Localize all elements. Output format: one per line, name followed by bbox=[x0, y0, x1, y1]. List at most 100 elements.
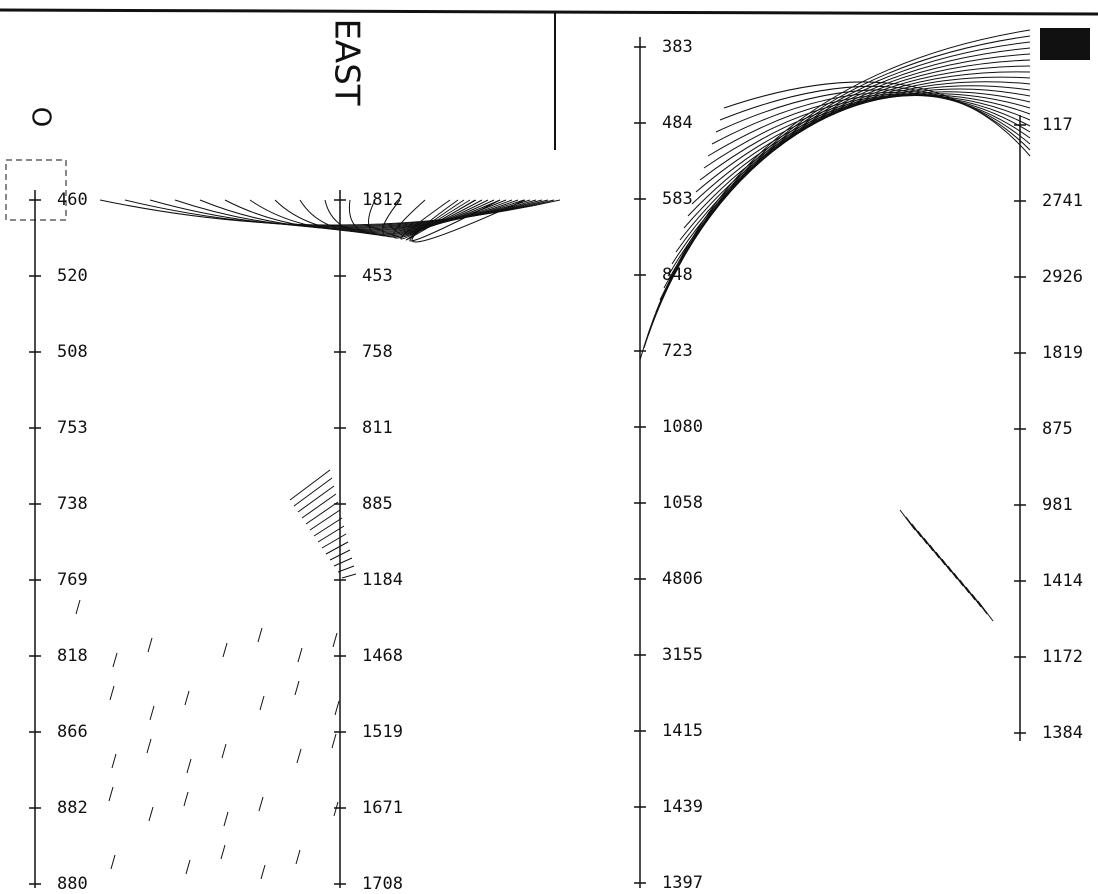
hatch bbox=[309, 509, 341, 531]
stroke bbox=[260, 864, 266, 880]
stroke bbox=[334, 700, 340, 716]
contour bbox=[699, 95, 1031, 181]
stroke bbox=[294, 680, 300, 696]
contour-lines bbox=[75, 29, 1031, 880]
station-label: 875 bbox=[1042, 419, 1073, 439]
hatch bbox=[293, 477, 333, 507]
stroke bbox=[331, 733, 337, 749]
direction-label: EAST bbox=[327, 18, 367, 105]
stroke bbox=[259, 695, 265, 711]
hatch bbox=[333, 557, 353, 567]
hatch bbox=[971, 593, 988, 615]
origin-box bbox=[5, 159, 67, 221]
hatch bbox=[923, 537, 940, 559]
origin-label: O bbox=[26, 107, 56, 127]
hatch bbox=[935, 551, 952, 573]
station-label: 723 bbox=[662, 341, 693, 361]
stroke bbox=[223, 811, 229, 827]
contour bbox=[249, 199, 525, 232]
contour bbox=[409, 199, 501, 242]
stroke bbox=[185, 859, 191, 875]
station-label: 1184 bbox=[362, 570, 403, 590]
station-label: 1708 bbox=[362, 874, 403, 894]
station-label: 1080 bbox=[662, 417, 703, 437]
hatch bbox=[947, 565, 964, 587]
stroke bbox=[296, 748, 302, 764]
stroke bbox=[221, 743, 227, 759]
profiles: 460 520 508 753 738 769 818 866 882 880 1812 453 758… bbox=[29, 37, 1083, 894]
station-label: 1058 bbox=[662, 493, 703, 513]
station-label: 383 bbox=[662, 37, 693, 57]
station-label: 1397 bbox=[662, 873, 703, 893]
contour bbox=[392, 199, 483, 239]
stroke bbox=[184, 690, 190, 706]
hatch bbox=[917, 530, 934, 552]
station-label: 1671 bbox=[362, 798, 403, 818]
station-label: 1414 bbox=[1042, 571, 1083, 591]
hatch bbox=[301, 493, 337, 519]
hatch bbox=[911, 523, 928, 545]
hatch bbox=[289, 469, 331, 501]
contour bbox=[687, 91, 1031, 217]
station-label: 738 bbox=[57, 494, 88, 514]
station-label: 811 bbox=[362, 418, 393, 438]
hatch bbox=[929, 544, 946, 566]
contour bbox=[715, 89, 1031, 145]
station-label: 880 bbox=[57, 874, 88, 894]
stroke bbox=[111, 753, 117, 769]
top-border bbox=[0, 8, 1098, 16]
station-label: 484 bbox=[662, 113, 693, 133]
frame bbox=[0, 8, 1098, 221]
hatch bbox=[959, 579, 976, 601]
station-label: 1468 bbox=[362, 646, 403, 666]
contour bbox=[411, 199, 526, 243]
hatch bbox=[953, 572, 970, 594]
station-label: 1415 bbox=[662, 721, 703, 741]
contour bbox=[368, 199, 495, 237]
station-label: 520 bbox=[57, 266, 88, 286]
station-label: 1439 bbox=[662, 797, 703, 817]
hatch bbox=[905, 516, 922, 538]
hatch bbox=[313, 517, 343, 537]
stroke bbox=[149, 705, 155, 721]
stroke bbox=[147, 637, 153, 653]
stroke bbox=[222, 642, 228, 658]
station-label: 508 bbox=[57, 342, 88, 362]
stroke bbox=[183, 791, 189, 807]
stroke bbox=[258, 796, 264, 812]
stroke bbox=[110, 854, 116, 870]
station-label: 1819 bbox=[1042, 343, 1083, 363]
stroke bbox=[108, 786, 114, 802]
contour bbox=[683, 88, 1031, 229]
station-label: 981 bbox=[1042, 495, 1073, 515]
hatch bbox=[941, 558, 958, 580]
hatch bbox=[965, 586, 982, 608]
contour bbox=[723, 81, 1031, 157]
contour bbox=[711, 91, 1031, 145]
hatch bbox=[297, 485, 335, 513]
contour bbox=[324, 199, 507, 235]
station-label: 1519 bbox=[362, 722, 403, 742]
stroke bbox=[332, 632, 338, 648]
station-label: 885 bbox=[362, 494, 393, 514]
contour bbox=[703, 94, 1031, 169]
contour bbox=[691, 93, 1031, 205]
station-label: 2926 bbox=[1042, 267, 1083, 287]
station-label: 1384 bbox=[1042, 723, 1083, 743]
stroke bbox=[295, 849, 301, 865]
station-label: 1812 bbox=[362, 190, 403, 210]
stroke bbox=[333, 801, 339, 817]
contour bbox=[224, 199, 531, 231]
stroke bbox=[148, 806, 154, 822]
station-label: 453 bbox=[362, 266, 393, 286]
hatch bbox=[899, 509, 916, 531]
contour bbox=[639, 29, 1031, 361]
station-label: 3155 bbox=[662, 645, 703, 665]
contour bbox=[695, 94, 1031, 193]
hatch bbox=[341, 573, 357, 579]
station-label: 4806 bbox=[662, 569, 703, 589]
contour bbox=[405, 199, 476, 241]
station-label: 1172 bbox=[1042, 647, 1083, 667]
station-label: 2741 bbox=[1042, 191, 1083, 211]
